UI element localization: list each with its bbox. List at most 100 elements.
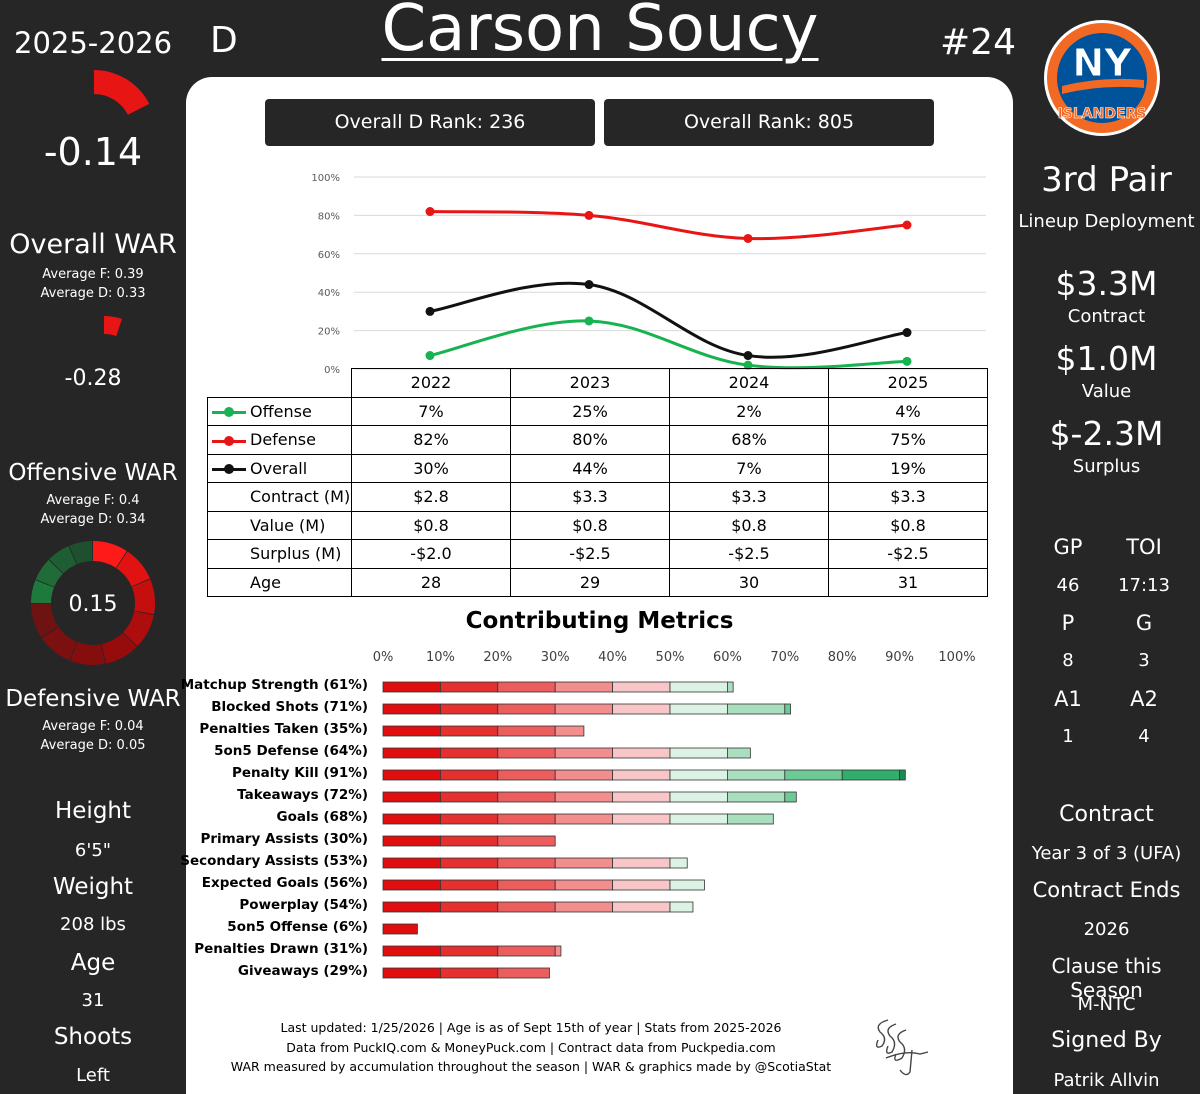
table-row-label: Offense [207, 396, 352, 426]
surplus-value: $-2.3M [1049, 414, 1164, 453]
line-chart-ytick: 60% [318, 250, 340, 261]
donut-red-segment [70, 642, 106, 665]
clause-value: M-NTC [1077, 994, 1136, 1015]
series-point-defense [584, 210, 594, 220]
line-chart-ytick: 100% [311, 173, 340, 184]
row-label-text: Contract (M) [250, 487, 351, 507]
table-cell: 44% [510, 453, 670, 483]
metrics-title: Contributing Metrics [465, 608, 734, 634]
stat-label-a1: A1 [1054, 687, 1082, 711]
position-label: D [210, 20, 238, 61]
metric-label: Blocked Shots (71%) [211, 699, 368, 715]
table-cell: -$2.0 [351, 539, 511, 569]
stats-table: 2022 2023 2024 2025 Offense 7% 25% 2% 4% Defense 8… [207, 368, 988, 597]
table-year-header: 2024 [669, 368, 829, 398]
offensive-war-gauge [104, 316, 122, 336]
overall-war-label: Overall WAR [9, 229, 177, 260]
table-cell: $2.8 [351, 482, 511, 512]
surplus-label: Surplus [1072, 456, 1141, 477]
stat-label-toi: TOI [1126, 535, 1162, 559]
metric-bar-segment [784, 769, 843, 781]
metric-bar-segment [612, 769, 671, 781]
table-cell: 25% [510, 396, 670, 426]
metric-bar-segment [497, 901, 556, 913]
metric-bar-segment [382, 703, 441, 715]
height-value: 6'5" [74, 840, 112, 861]
bar-chart-xtick: 0% [373, 650, 394, 665]
donut-green-segment [35, 559, 63, 587]
metric-label: Secondary Assists (53%) [180, 853, 368, 869]
metric-bar-segment [841, 769, 901, 781]
stat-value-p: 8 [1062, 650, 1074, 671]
donut-red-segment [131, 579, 155, 615]
jersey-number: #24 [940, 22, 1016, 63]
metric-label: 5on5 Offense (6%) [227, 919, 368, 935]
row-label-text: Offense [250, 401, 312, 421]
overall-war-value: -0.14 [43, 130, 143, 174]
metric-bar-segment [727, 747, 751, 759]
metric-bar-segment [382, 813, 441, 825]
row-label-text: Value (M) [250, 515, 326, 535]
metric-bar-segment [554, 945, 562, 957]
value-value: $1.0M [1055, 339, 1158, 378]
offensive-war-label: Offensive WAR [8, 460, 178, 486]
metric-bar-segment [554, 857, 614, 869]
metric-bar [382, 681, 734, 693]
overall-rank-box: Overall Rank: 805 [604, 99, 934, 146]
signed-by-value: Patrik Allvin [1053, 1070, 1160, 1091]
footer-line-3: WAR measured by accumulation throughout … [230, 1059, 832, 1074]
table-cell: 68% [669, 425, 829, 455]
series-point-offense [902, 356, 912, 366]
stat-value-a2: 4 [1138, 726, 1150, 747]
metric-bar [382, 857, 688, 869]
defensive-war-label: Defensive WAR [5, 686, 181, 712]
table-row: Overall 30% 44% 7% 19% [207, 453, 988, 483]
table-row-label: Surplus (M) [207, 539, 352, 569]
table-cell: 4% [828, 396, 988, 426]
metric-bar-segment [612, 813, 671, 825]
stat-value-toi: 17:13 [1118, 575, 1170, 596]
metric-bar-segment [439, 901, 499, 913]
donut-red-segment [101, 632, 137, 664]
metric-bar [382, 879, 705, 891]
metric-bar [382, 703, 791, 715]
metric-bar-segment [554, 703, 614, 715]
table-cell: $0.8 [669, 510, 829, 540]
stat-value-a1: 1 [1062, 726, 1074, 747]
bar-chart-xtick: 30% [541, 650, 570, 665]
table-row: Surplus (M) -$2.0 -$2.5 -$2.5 -$2.5 [207, 539, 988, 569]
metric-bar-segment [497, 879, 556, 891]
metric-bar-segment [382, 769, 441, 781]
contract-value: $3.3M [1055, 264, 1158, 303]
contract-section-label: Contract [1059, 802, 1154, 827]
weight-label: Weight [52, 874, 134, 900]
metric-bar-segment [669, 769, 728, 781]
metric-bar-segment [669, 703, 728, 715]
donut-red-segment [123, 611, 154, 647]
bar-chart-xtick: 40% [598, 650, 627, 665]
metric-label: Penalties Drawn (31%) [194, 941, 368, 957]
line-chart-ytick: 80% [318, 211, 340, 222]
metric-bar-segment [727, 769, 786, 781]
metric-label: Takeaways (72%) [237, 787, 368, 803]
metric-bar-segment [497, 835, 556, 847]
metric-bar-segment [497, 769, 556, 781]
logo-text-top: NY [1072, 41, 1132, 85]
metric-bar [382, 945, 562, 957]
age-value: 31 [81, 990, 105, 1011]
donut-red-segment [41, 626, 77, 661]
donut-red-segment [116, 551, 150, 587]
table-cell: $0.8 [510, 510, 670, 540]
metric-bar [382, 747, 751, 759]
overall-avg-d: Average D: 0.33 [40, 286, 146, 301]
metric-bar-segment [612, 681, 671, 693]
stat-label-g: G [1135, 611, 1153, 635]
d-rank-box: Overall D Rank: 236 [265, 99, 595, 146]
series-point-overall [425, 306, 435, 316]
table-cell: 7% [669, 453, 829, 483]
bar-chart-xtick: 70% [770, 650, 799, 665]
bar-chart-xtick: 20% [483, 650, 512, 665]
donut-red-segment [93, 541, 127, 568]
table-corner [207, 368, 352, 398]
footer-line-2: Data from PuckIQ.com & MoneyPuck.com | C… [286, 1040, 776, 1055]
